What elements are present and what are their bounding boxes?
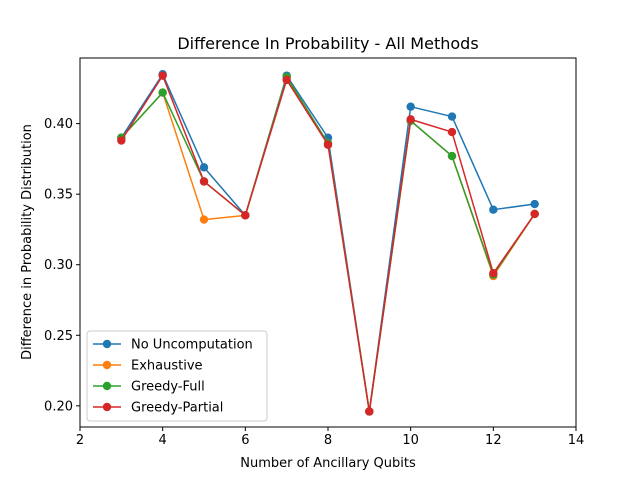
data-point <box>447 112 457 121</box>
legend-box <box>86 330 268 422</box>
data-point <box>158 71 167 80</box>
legend-marker <box>102 402 112 412</box>
data-point <box>117 136 126 145</box>
legend-marker <box>102 339 112 349</box>
y-tick-label: 0.35 <box>44 188 73 203</box>
x-tick-label: 6 <box>241 433 249 448</box>
legend-label: No Uncomputation <box>131 338 253 353</box>
data-point <box>489 205 498 214</box>
x-tick-label: 2 <box>76 433 84 448</box>
data-point <box>158 88 167 97</box>
data-point <box>447 151 457 161</box>
y-tick-label: 0.30 <box>44 258 73 273</box>
x-tick-label: 8 <box>324 433 332 448</box>
chart-title: Difference In Probability - All Methods <box>177 34 478 53</box>
x-tick-label: 4 <box>159 433 167 448</box>
y-tick-label: 0.25 <box>44 329 73 344</box>
legend-label: Exhaustive <box>131 359 203 374</box>
y-tick-label: 0.40 <box>44 117 73 132</box>
data-point <box>323 140 333 149</box>
data-point <box>365 407 374 416</box>
legend: No Uncomputation Exhaustive Greedy-Full Gre… <box>86 330 268 422</box>
y-axis-label: Difference in Probability Distribution <box>20 124 35 360</box>
data-point <box>530 209 539 219</box>
x-tick-label: 12 <box>485 433 502 448</box>
data-point <box>406 115 415 124</box>
data-point <box>199 177 209 186</box>
data-point <box>199 163 209 172</box>
data-point <box>241 211 250 220</box>
data-point <box>447 127 457 137</box>
series-layer <box>117 70 539 416</box>
data-point <box>282 75 291 85</box>
data-point <box>489 268 498 278</box>
x-axis-label: Number of Ancillary Qubits <box>240 456 416 471</box>
y-tick-label: 0.20 <box>44 399 73 414</box>
x-tick-label: 14 <box>568 433 585 448</box>
axes-layer: 2 4 6 8 10 12 14 0.20 0.25 0.30 0.35 0.40 <box>44 57 585 448</box>
legend-marker <box>102 381 112 391</box>
data-point <box>530 199 539 209</box>
legend-label: Greedy-Partial <box>131 401 223 416</box>
x-tick-label: 10 <box>402 433 419 448</box>
legend-marker <box>102 360 112 370</box>
data-point <box>406 102 415 111</box>
legend-label: Greedy-Full <box>131 380 205 395</box>
data-point <box>199 215 209 224</box>
